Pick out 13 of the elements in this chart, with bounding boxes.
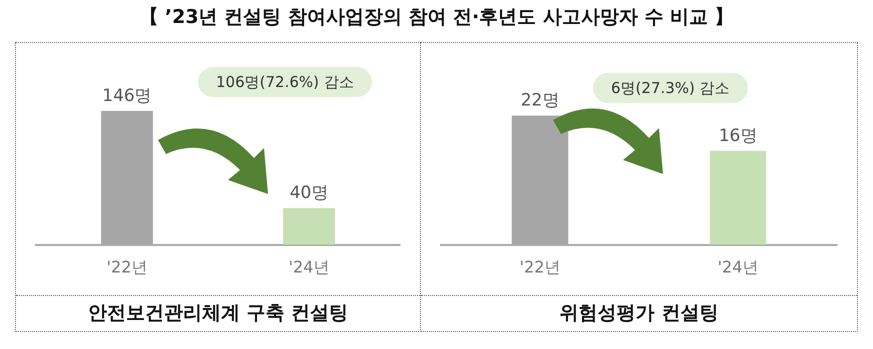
x-tick-label: '24년 [718, 258, 758, 277]
data-label: 40명 [290, 183, 328, 204]
x-axis-title: 안전보건관리체계 구축 컨설팅 [16, 295, 420, 331]
data-label: 146명 [102, 86, 152, 106]
x-tick-label: '22년 [520, 258, 560, 277]
x-tick-label: '22년 [106, 258, 148, 277]
x-axis-title: 위험성평가 컨설팅 [421, 295, 857, 331]
text: 6명(27.3%) 감소 [593, 73, 748, 103]
x-tick-label: '24년 [288, 258, 330, 277]
chart-title: 【 ’23년 컨설팅 참여사업장의 참여 전·후년도 사고사망자 수 비교 】 [138, 5, 735, 30]
text: 106명(72.6%) 감소 [198, 67, 372, 97]
data-label: 22명 [520, 90, 560, 111]
data-label: 16명 [718, 126, 758, 146]
